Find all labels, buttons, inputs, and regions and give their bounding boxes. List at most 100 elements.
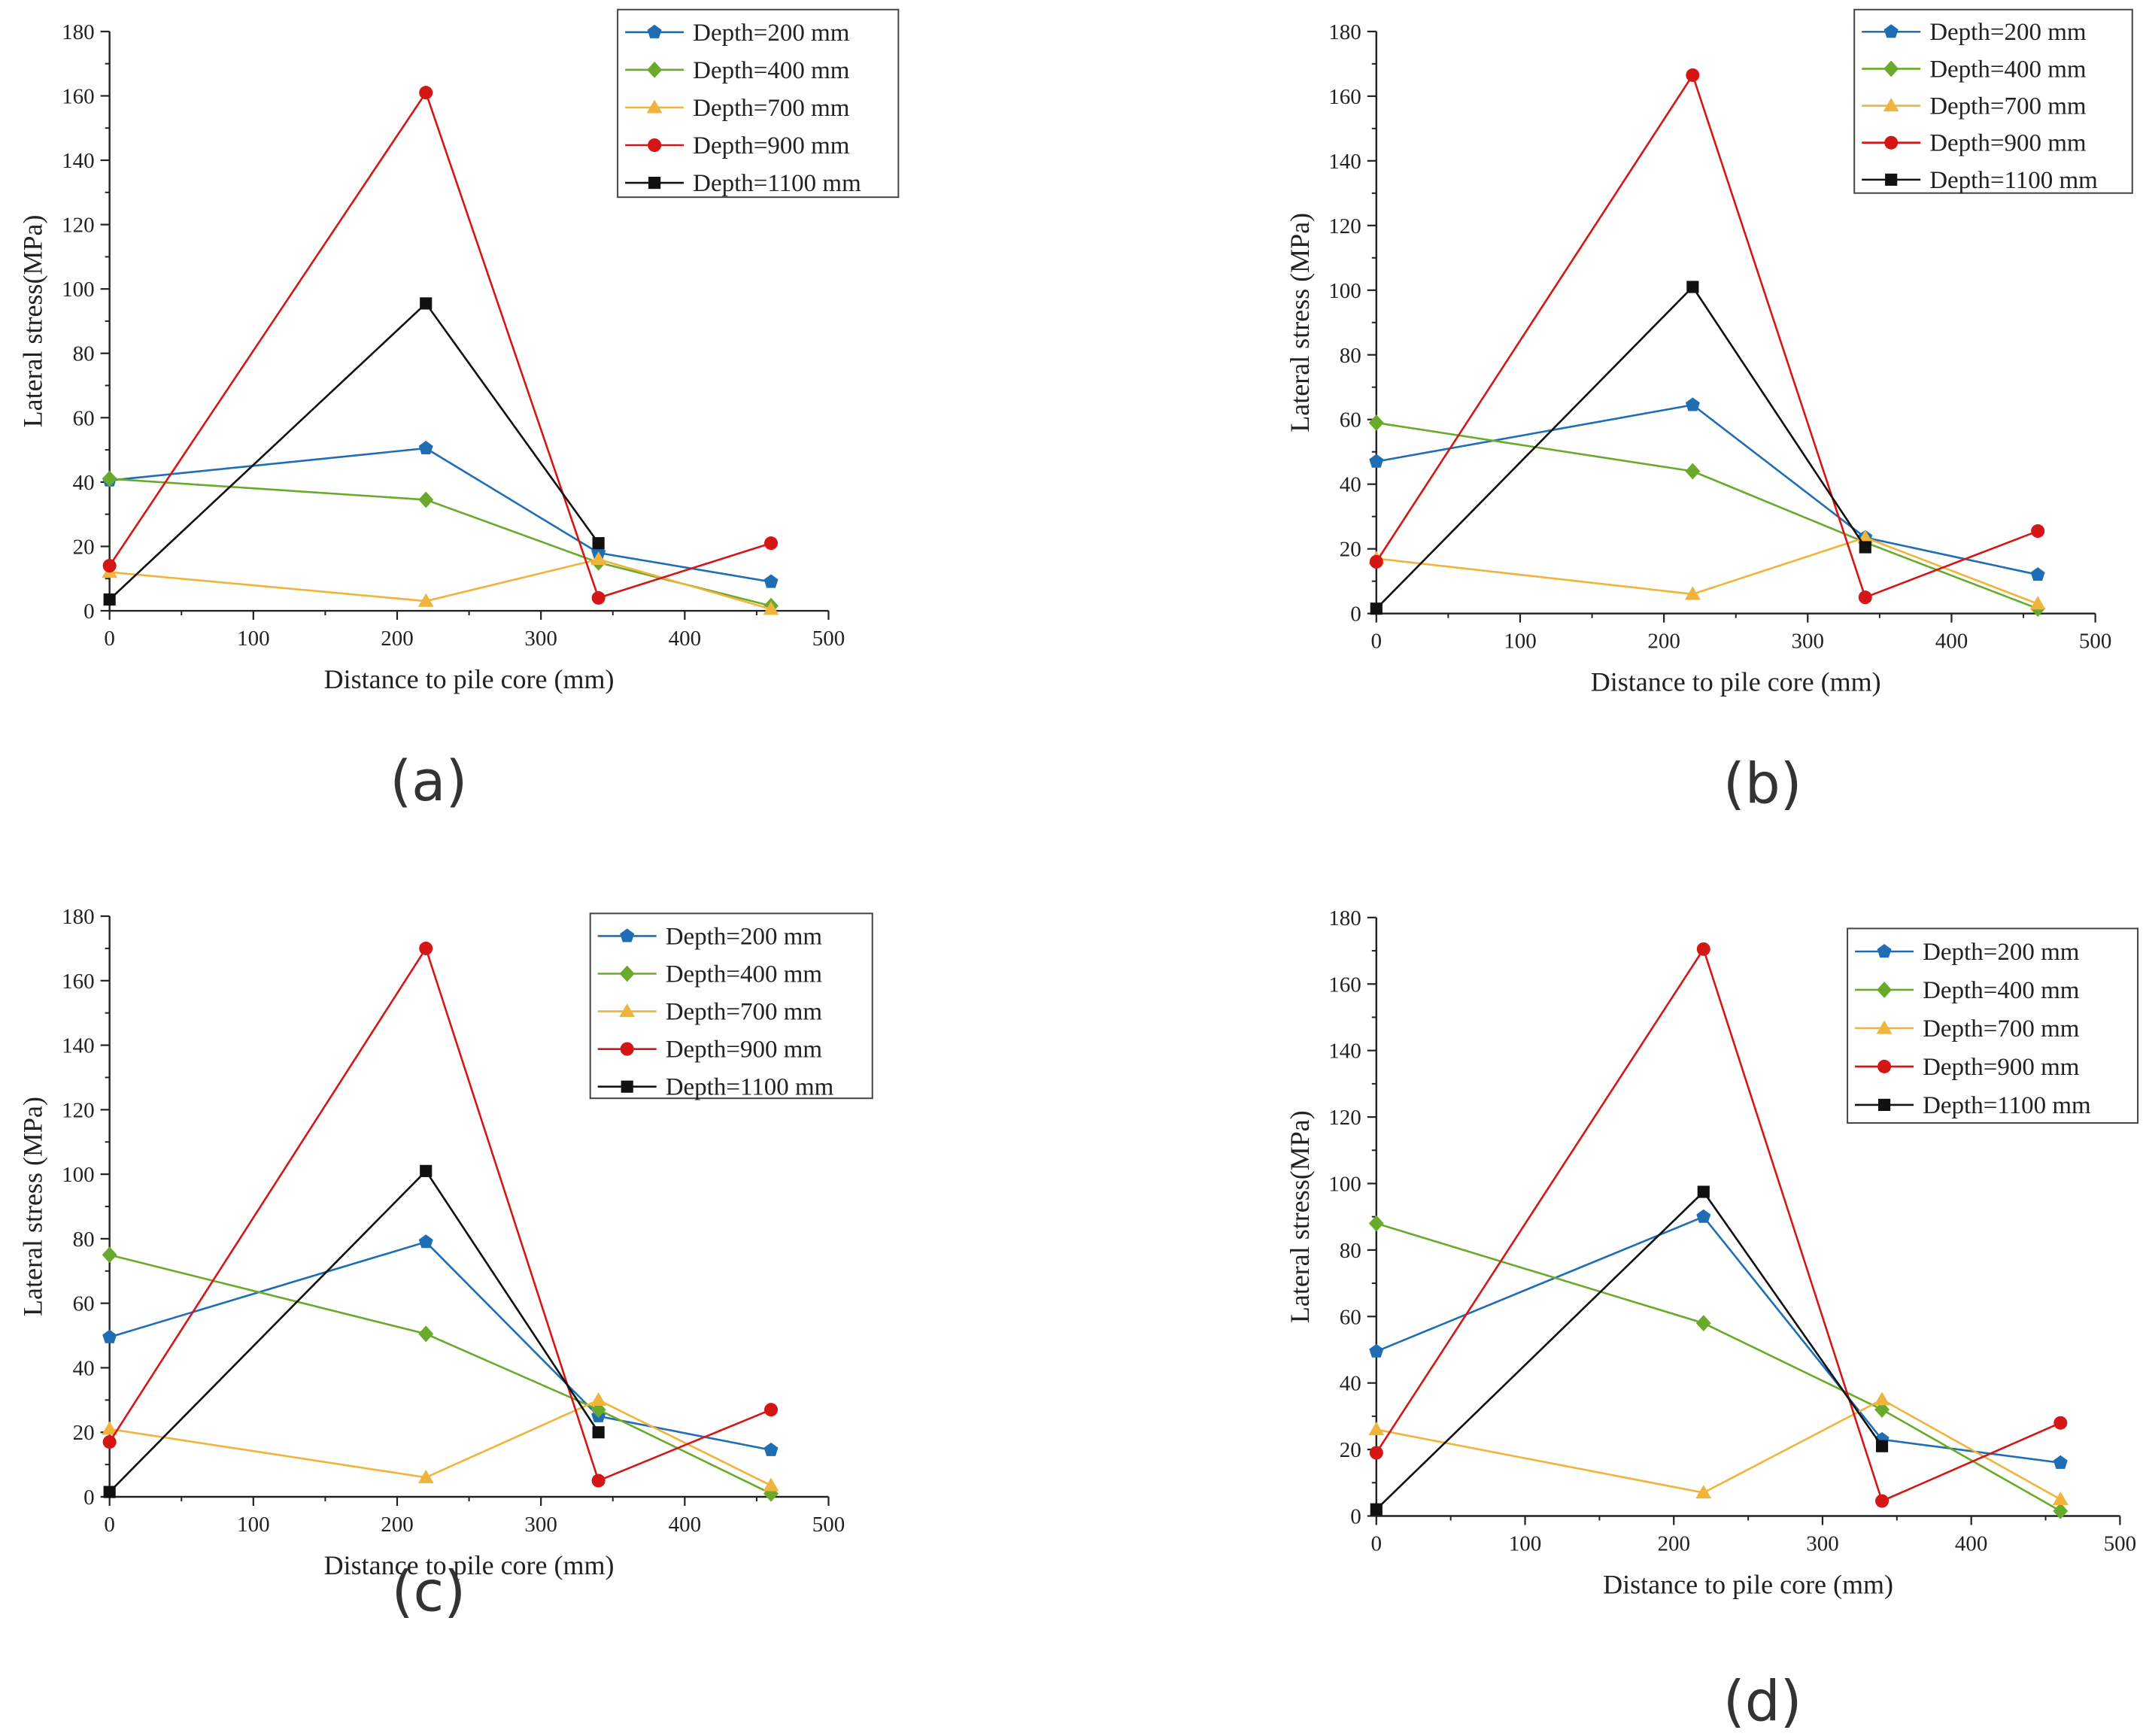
series-depth-900-mm: [1369, 68, 2045, 605]
legend-label: Depth=400 mm: [693, 57, 850, 84]
x-tick-label: 200: [1647, 630, 1680, 654]
legend-label: Depth=400 mm: [1929, 56, 2087, 83]
y-tick-label: 140: [62, 149, 95, 173]
series-line: [1376, 536, 2038, 605]
x-tick-label: 500: [2079, 630, 2112, 654]
series-depth-900-mm: [102, 86, 779, 605]
y-tick-label: 0: [1350, 1504, 1361, 1528]
legend: Depth=200 mm Depth=400 mm Depth=700 mm Dept…: [589, 912, 873, 1101]
y-tick-label: 100: [62, 278, 95, 302]
y-tick-label: 180: [62, 905, 95, 929]
y-tick-label: 80: [73, 342, 95, 366]
data-point: [2053, 1416, 2068, 1430]
y-tick-label: 60: [73, 406, 95, 430]
x-tick-label: 100: [237, 1513, 270, 1537]
data-point: [2030, 567, 2045, 581]
data-point: [102, 1246, 117, 1264]
data-point: [764, 1403, 779, 1417]
data-point: [1859, 541, 1871, 554]
series-line: [1375, 946, 2061, 1503]
series-depth-1100-mm: [1370, 281, 1871, 615]
legend-marker: [1876, 1020, 1893, 1034]
y-tick-label: 80: [1340, 344, 1361, 368]
y-tick-label: 120: [62, 214, 95, 238]
legend-marker: [1877, 982, 1893, 998]
x-tick-label: 100: [1504, 630, 1537, 654]
data-point: [1697, 1185, 1710, 1198]
x-tick-label: 300: [524, 1513, 557, 1537]
data-point: [103, 1486, 116, 1498]
series-line: [1376, 1398, 2061, 1501]
x-tick-label: 400: [1955, 1531, 1988, 1555]
legend-label: Depth=200 mm: [1923, 939, 2080, 966]
y-tick-label: 40: [1340, 473, 1361, 497]
series-line: [1376, 1222, 2061, 1512]
data-point: [2053, 1502, 2069, 1519]
y-tick-label: 60: [1340, 1305, 1361, 1329]
y-tick-label: 140: [62, 1034, 95, 1058]
data-point: [1369, 1343, 1384, 1358]
data-point: [1874, 1392, 1890, 1406]
legend-marker: [1883, 98, 1899, 112]
y-tick-label: 120: [1328, 214, 1361, 238]
legend-label: Depth=700 mm: [1929, 93, 2087, 120]
data-point: [1858, 590, 1872, 605]
data-point: [1370, 602, 1383, 615]
y-tick-label: 120: [62, 1098, 95, 1122]
y-tick-label: 20: [1340, 538, 1361, 562]
legend-label: Depth=200 mm: [693, 20, 850, 47]
legend-marker: [1877, 944, 1892, 958]
data-point: [764, 536, 779, 551]
legend-marker: [1884, 135, 1899, 150]
series-depth-700-mm: [102, 1392, 779, 1492]
legend-label: Depth=700 mm: [666, 999, 823, 1026]
series-depth-400-mm: [102, 1246, 779, 1502]
legend-label: Depth=1100 mm: [693, 170, 861, 197]
y-tick-label: 100: [1328, 279, 1361, 303]
y-tick-label: 160: [1328, 85, 1361, 109]
y-tick-label: 0: [83, 1486, 95, 1510]
data-point: [1695, 1315, 1711, 1332]
panel-label: (a): [390, 749, 467, 814]
x-tick-label: 0: [104, 627, 115, 651]
data-point: [1875, 1440, 1889, 1452]
data-point: [590, 551, 607, 566]
series-line: [108, 302, 599, 600]
panel-label: (b): [1723, 751, 1802, 816]
data-point: [419, 941, 433, 955]
series-line: [108, 945, 772, 1483]
legend-marker: [1878, 1098, 1891, 1111]
data-point: [1696, 1209, 1711, 1223]
legend-marker: [619, 1003, 636, 1018]
series-depth-1100-mm: [1370, 1185, 1889, 1516]
series-depth-700-mm: [102, 551, 779, 615]
x-tick-label: 200: [381, 1513, 414, 1537]
y-tick-label: 40: [73, 471, 95, 495]
legend-marker: [647, 24, 662, 38]
data-point: [1874, 1401, 1890, 1418]
data-point: [102, 1435, 117, 1449]
data-point: [418, 1325, 434, 1343]
series-depth-1100-mm: [103, 1164, 605, 1498]
x-tick-label: 500: [2104, 1531, 2137, 1555]
data-point: [763, 601, 779, 615]
y-axis-label: Lateral stress(MPa): [1285, 1110, 1315, 1323]
series-line: [109, 1254, 772, 1495]
series-line: [108, 90, 772, 599]
series-depth-200-mm: [1369, 397, 2045, 581]
y-tick-label: 160: [62, 970, 95, 994]
legend-label: Depth=900 mm: [1923, 1054, 2080, 1081]
y-tick-label: 80: [1340, 1239, 1361, 1263]
x-tick-label: 100: [237, 627, 270, 651]
y-tick-label: 0: [83, 599, 95, 624]
legend-marker: [648, 138, 662, 153]
data-point: [763, 1442, 779, 1456]
data-point: [418, 491, 434, 508]
y-axis-label: Lateral stress (MPa): [18, 1097, 48, 1316]
y-tick-label: 0: [1350, 602, 1361, 627]
data-point: [1696, 942, 1710, 956]
legend-label: Depth=200 mm: [666, 923, 823, 950]
series-line: [109, 447, 772, 583]
y-tick-label: 100: [1328, 1172, 1361, 1196]
legend: Depth=200 mm Depth=400 mm Depth=700 mm Dept…: [1853, 8, 2133, 194]
